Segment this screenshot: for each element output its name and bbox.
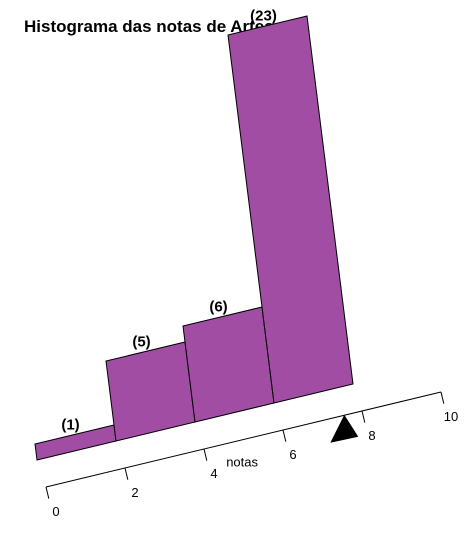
x-axis-title: notas: [226, 455, 258, 470]
bars-group: [34, 15, 354, 461]
bar-count-label: (6): [209, 299, 227, 316]
x-tick-label: 10: [444, 409, 458, 424]
x-tick: [45, 486, 50, 499]
x-tick: [203, 448, 208, 461]
x-axis: 0 2 4 6 8 10: [45, 391, 458, 519]
histogram-bar: [227, 15, 354, 404]
x-tick-label: 0: [52, 504, 59, 519]
x-tick-label: 2: [131, 485, 138, 500]
x-tick-label: 6: [289, 447, 296, 462]
histogram-bar: [105, 341, 196, 442]
x-axis-line: [45, 391, 442, 488]
bar-count-label: (5): [132, 334, 150, 351]
x-tick: [282, 429, 287, 442]
bar-count-label: (23): [250, 8, 277, 25]
x-tick: [440, 391, 445, 404]
chart-title: Histograma das notas de Artes: [24, 17, 274, 36]
histogram-bar: [182, 306, 275, 423]
x-tick-label: 4: [210, 466, 217, 481]
x-tick: [361, 410, 366, 423]
x-tick-label: 8: [368, 428, 375, 443]
count-labels: (1) (5) (6) (23): [61, 8, 277, 434]
mean-marker-triangle: [330, 414, 359, 443]
x-tick: [124, 467, 129, 480]
bar-count-label: (1): [61, 417, 79, 434]
